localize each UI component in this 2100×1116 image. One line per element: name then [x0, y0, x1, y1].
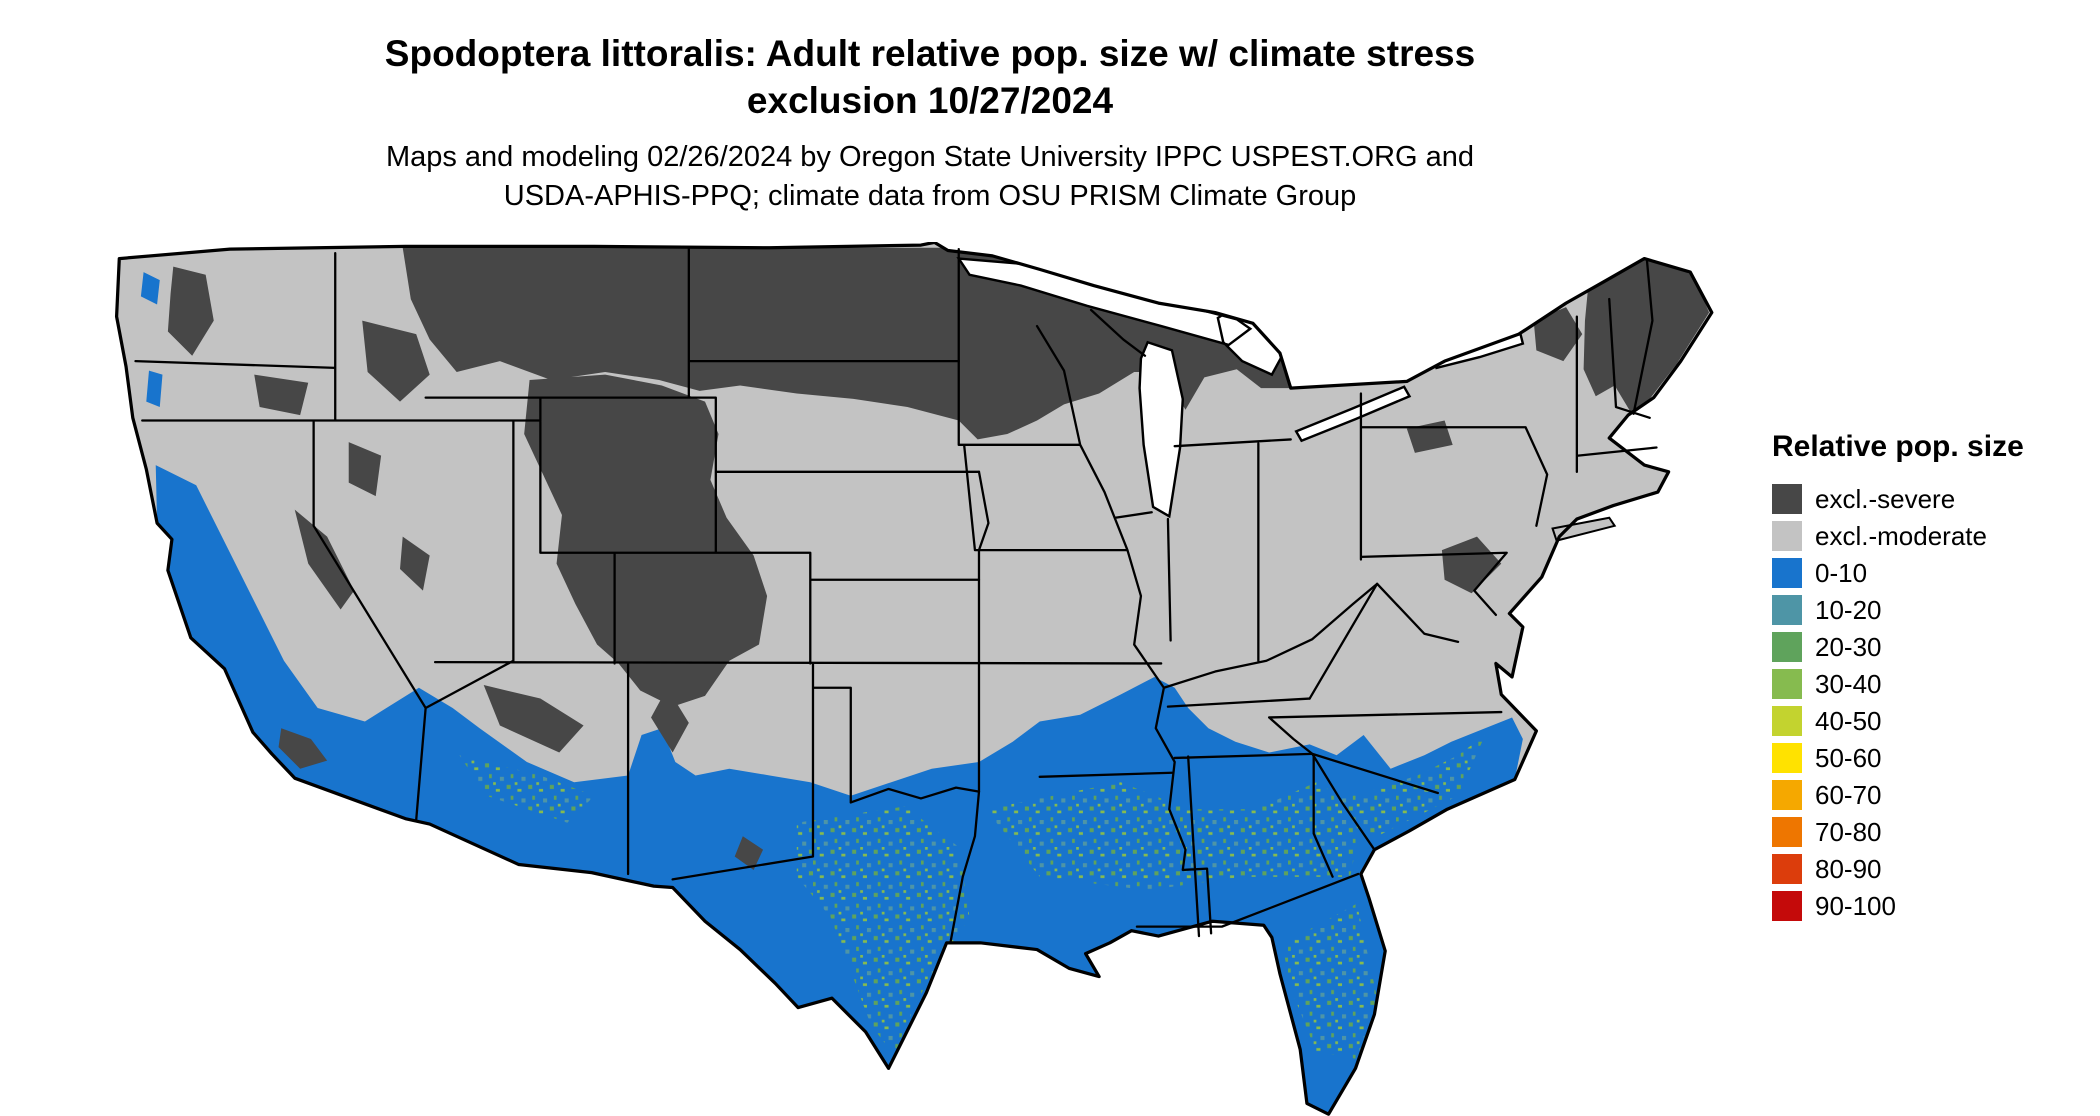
- legend-title: Relative pop. size: [1772, 430, 2024, 463]
- legend-swatch: [1772, 668, 1802, 699]
- subtitle-line1: Maps and modeling 02/26/2024 by Oregon S…: [385, 141, 1475, 173]
- legend-label: excl.-moderate: [1815, 520, 1987, 551]
- zone-severe-exclusion: [167, 247, 1710, 870]
- legend-swatch: [1772, 594, 1802, 625]
- us-map: [114, 242, 1714, 1116]
- legend-item: excl.-severe: [1772, 480, 2024, 517]
- legend-item: excl.-moderate: [1772, 517, 2024, 554]
- header: Spodoptera littoralis: Adult relative po…: [60, 30, 1800, 216]
- legend-swatch: [1772, 742, 1802, 773]
- page-subtitle: Maps and modeling 02/26/2024 by Oregon S…: [60, 138, 1800, 216]
- legend-swatch: [1772, 816, 1802, 847]
- legend-label: 20-30: [1815, 631, 1882, 662]
- subtitle-line2: USDA-APHIS-PPQ; climate data from OSU PR…: [503, 180, 1357, 212]
- legend-swatch: [1772, 853, 1802, 884]
- legend-label: 30-40: [1815, 668, 1882, 699]
- legend-label: 50-60: [1815, 742, 1882, 773]
- legend-label: 90-100: [1815, 890, 1896, 921]
- legend-item: 50-60: [1772, 739, 2024, 776]
- legend-label: 80-90: [1815, 853, 1882, 884]
- legend-item: 80-90: [1772, 850, 2024, 887]
- legend-label: 60-70: [1815, 779, 1882, 810]
- state-borders: [134, 246, 1658, 943]
- page-title-line2: exclusion 10/27/2024: [746, 80, 1114, 121]
- legend-item: 30-40: [1772, 665, 2024, 702]
- legend-swatch: [1772, 520, 1802, 551]
- legend-item: 0-10: [1772, 554, 2024, 591]
- legend-item: 60-70: [1772, 776, 2024, 813]
- legend-label: 40-50: [1815, 705, 1882, 736]
- legend-item: 40-50: [1772, 702, 2024, 739]
- zone-pop-0-10-northwest-valleys: [140, 272, 163, 408]
- legend-swatch: [1772, 631, 1802, 662]
- legend-item: 20-30: [1772, 628, 2024, 665]
- state-borders-west: [134, 246, 1163, 881]
- zone-pop-0-10-south: [155, 465, 1523, 1115]
- legend-swatch: [1772, 705, 1802, 736]
- legend-swatch: [1772, 890, 1802, 921]
- legend-label: 70-80: [1815, 816, 1882, 847]
- legend-label: 0-10: [1815, 557, 1868, 588]
- legend: Relative pop. size excl.-severe excl.-mo…: [1772, 430, 2024, 924]
- legend-swatch: [1772, 557, 1802, 588]
- legend-item: 10-20: [1772, 591, 2024, 628]
- legend-item: 90-100: [1772, 887, 2024, 924]
- legend-label: 10-20: [1815, 594, 1882, 625]
- legend-item: 70-80: [1772, 813, 2024, 850]
- long-island: [1551, 516, 1617, 542]
- legend-label: excl.-severe: [1815, 483, 1956, 514]
- page-title-line1: Spodoptera littoralis: Adult relative po…: [384, 33, 1476, 74]
- legend-swatch: [1772, 779, 1802, 810]
- state-borders-central: [949, 247, 1379, 943]
- legend-swatch: [1772, 483, 1802, 514]
- zone-pop-10-30-speckle: [459, 734, 1486, 1059]
